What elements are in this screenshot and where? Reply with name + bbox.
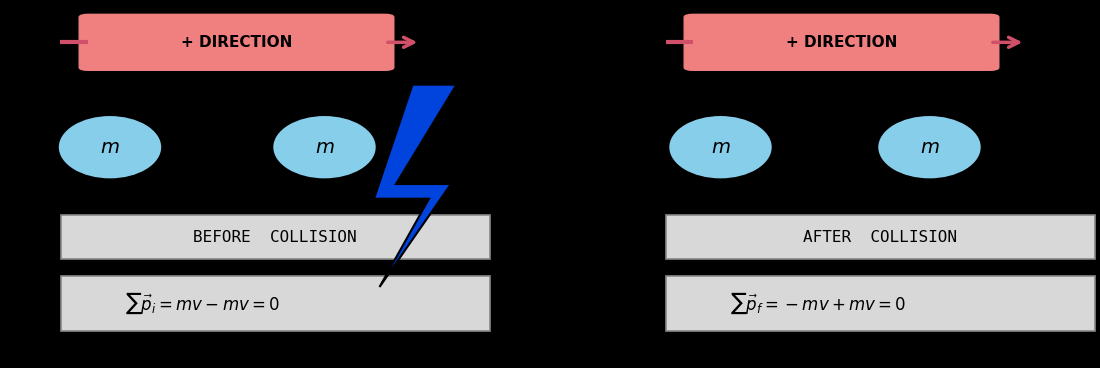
FancyBboxPatch shape bbox=[666, 276, 1094, 331]
FancyBboxPatch shape bbox=[79, 14, 394, 70]
Text: m: m bbox=[920, 138, 939, 157]
Ellipse shape bbox=[273, 115, 376, 180]
Text: m: m bbox=[711, 138, 730, 157]
Text: $\sum \vec{p}_f = -mv + mv = 0$: $\sum \vec{p}_f = -mv + mv = 0$ bbox=[730, 291, 906, 316]
Text: AFTER  COLLISION: AFTER COLLISION bbox=[803, 230, 957, 245]
Ellipse shape bbox=[878, 115, 981, 180]
Text: m: m bbox=[100, 138, 120, 157]
Ellipse shape bbox=[57, 115, 163, 180]
FancyBboxPatch shape bbox=[666, 215, 1094, 259]
FancyBboxPatch shape bbox=[684, 14, 999, 70]
Text: + DIRECTION: + DIRECTION bbox=[180, 35, 293, 50]
Ellipse shape bbox=[669, 115, 772, 180]
Text: + DIRECTION: + DIRECTION bbox=[785, 35, 898, 50]
FancyBboxPatch shape bbox=[60, 276, 490, 331]
Text: $\sum \vec{p}_i = mv - mv = 0$: $\sum \vec{p}_i = mv - mv = 0$ bbox=[124, 291, 279, 316]
FancyBboxPatch shape bbox=[60, 215, 490, 259]
Polygon shape bbox=[374, 85, 456, 287]
Text: m: m bbox=[315, 138, 334, 157]
Text: BEFORE  COLLISION: BEFORE COLLISION bbox=[194, 230, 356, 245]
